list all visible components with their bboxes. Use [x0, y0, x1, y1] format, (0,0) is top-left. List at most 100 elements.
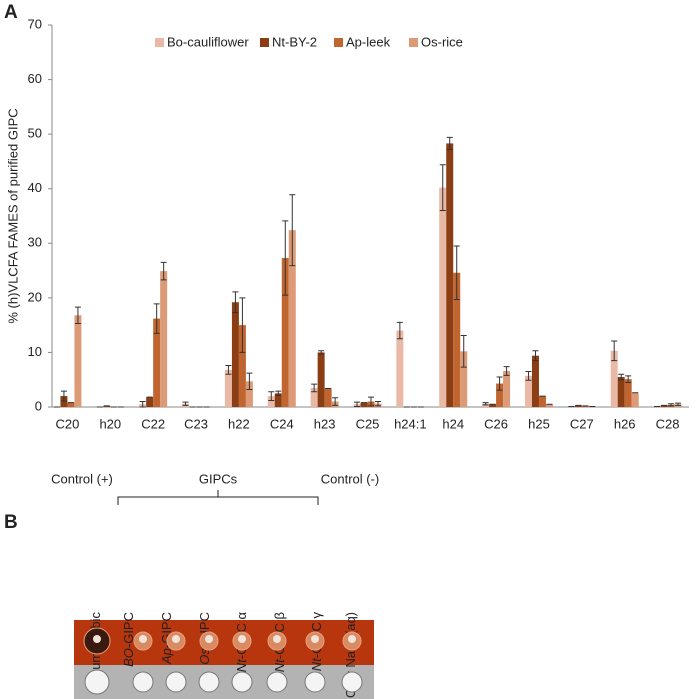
bar: [439, 187, 447, 407]
error-bar: [246, 372, 253, 391]
error-bar: [182, 401, 189, 406]
well-spot: [205, 635, 213, 643]
bar: [238, 325, 246, 407]
column-label-italic: Ap: [159, 648, 174, 665]
bar: [631, 392, 639, 407]
y-tick-label: 60: [28, 71, 42, 86]
x-tick-label: C26: [484, 416, 508, 431]
column-label-italic: BO: [121, 648, 136, 667]
bar: [146, 397, 154, 407]
x-tick-label: h26: [614, 416, 636, 431]
x-tick-label: h20: [99, 416, 121, 431]
error-bar: [503, 366, 510, 376]
group-label: GIPCs: [199, 471, 238, 486]
bar: [153, 318, 161, 407]
error-bar: [625, 375, 632, 383]
y-axis-title: % (h)VLCFA FAMES of purified GIPC: [5, 108, 20, 323]
bar: [324, 388, 332, 407]
bar: [453, 272, 461, 407]
bar: [574, 405, 582, 407]
error-bar: [268, 391, 275, 401]
bar: [310, 387, 318, 407]
error-bar: [139, 401, 146, 408]
error-bar: [375, 401, 381, 407]
error-bar: [453, 245, 460, 300]
group-label: Control (+): [51, 471, 113, 486]
error-bar: [460, 335, 467, 368]
bar: [360, 402, 368, 407]
column-label-italic: Nt: [272, 658, 287, 672]
legend-label: Bo-cauliflower: [167, 34, 249, 49]
bar: [624, 379, 632, 407]
legend-label: Os-rice: [421, 34, 463, 49]
bar: [274, 393, 282, 407]
x-tick-label: C23: [184, 416, 208, 431]
error-bar: [618, 373, 625, 381]
bar: [396, 330, 404, 407]
bar: [524, 375, 532, 407]
well-spot: [139, 635, 147, 643]
bar: [317, 352, 325, 407]
error-bar: [446, 136, 453, 150]
x-tick-label: C22: [141, 416, 165, 431]
well: [165, 671, 187, 693]
error-bar: [396, 321, 403, 340]
error-bar: [282, 220, 289, 296]
bar: [496, 383, 504, 407]
error-bar: [275, 390, 282, 397]
well: [304, 671, 326, 693]
error-bar: [668, 403, 675, 407]
group-label: Control (-): [321, 471, 380, 486]
well-spot: [311, 635, 319, 643]
well-spot: [348, 635, 356, 643]
well: [132, 671, 154, 693]
error-bar: [318, 350, 325, 355]
bar: [446, 143, 454, 408]
error-bar: [532, 350, 539, 362]
error-bar: [525, 371, 532, 381]
bar: [160, 271, 168, 407]
x-tick-label: h22: [228, 416, 250, 431]
error-bar: [332, 397, 339, 406]
bracket: [117, 490, 319, 505]
error-bar: [368, 396, 374, 407]
error-bar: [496, 376, 503, 391]
bar: [281, 258, 289, 407]
y-tick-label: 10: [28, 344, 42, 359]
bar: [103, 405, 111, 407]
error-bar: [232, 291, 239, 314]
error-bar: [160, 261, 167, 281]
error-bar: [153, 303, 160, 334]
bar: [617, 376, 625, 407]
error-bar: [239, 297, 246, 353]
panel-label: A: [4, 2, 18, 23]
well: [198, 671, 220, 693]
bar: [267, 396, 275, 407]
bar: [224, 369, 232, 407]
error-bar: [482, 402, 489, 406]
error-bar: [611, 340, 618, 362]
well: [84, 669, 110, 695]
bar: [489, 404, 497, 407]
x-tick-label: h24: [442, 416, 464, 431]
x-tick-label: C20: [56, 416, 80, 431]
x-tick-label: C27: [570, 416, 594, 431]
error-bar: [675, 402, 682, 406]
error-bar: [354, 401, 360, 407]
well-spot: [273, 635, 281, 643]
plate-photo: [74, 620, 374, 699]
error-bar: [60, 390, 67, 402]
y-tick-label: 50: [28, 126, 42, 141]
bar: [660, 405, 668, 407]
bar: [503, 370, 511, 407]
x-tick-label: C24: [270, 416, 294, 431]
x-tick-label: h23: [314, 416, 336, 431]
y-tick-label: 40: [28, 180, 42, 195]
legend-swatch: [409, 38, 418, 47]
well: [231, 671, 253, 693]
error-bar: [289, 194, 296, 267]
well-spot: [172, 635, 180, 643]
y-tick-label: 70: [28, 16, 42, 31]
